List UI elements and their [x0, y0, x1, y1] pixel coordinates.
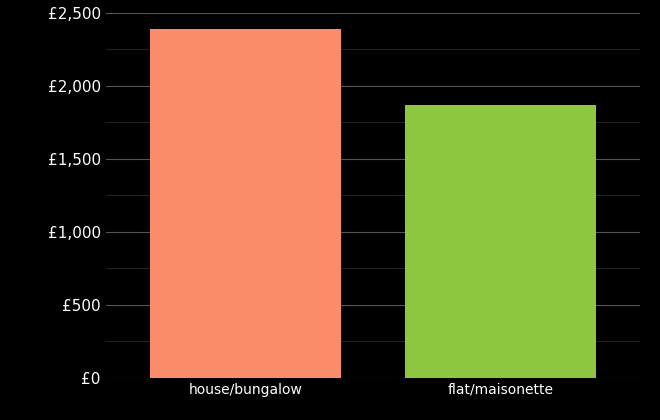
Bar [405, 105, 595, 378]
Bar [150, 29, 341, 378]
